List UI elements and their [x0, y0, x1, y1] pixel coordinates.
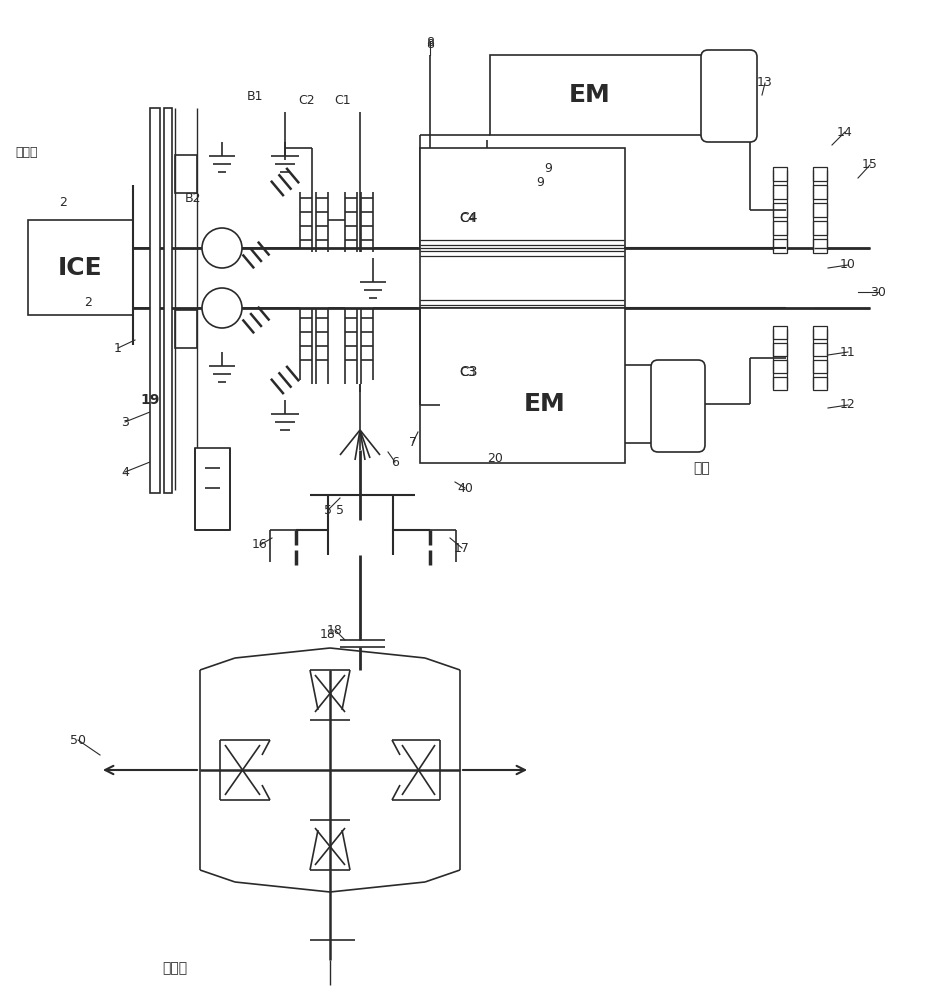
- Text: 13: 13: [757, 77, 773, 90]
- Text: 9: 9: [536, 176, 544, 190]
- Bar: [490, 55, 710, 135]
- Bar: [773, 185, 787, 199]
- Bar: [813, 221, 827, 235]
- Text: ICE: ICE: [58, 256, 103, 280]
- Bar: [164, 108, 172, 493]
- Text: B2: B2: [184, 192, 202, 205]
- Text: 6: 6: [391, 456, 398, 468]
- Text: 3: 3: [121, 416, 129, 428]
- Bar: [420, 148, 625, 308]
- Bar: [773, 360, 787, 373]
- FancyBboxPatch shape: [651, 360, 705, 452]
- Bar: [773, 203, 787, 217]
- Text: 20: 20: [487, 452, 503, 464]
- Bar: [420, 308, 625, 463]
- Text: 11: 11: [840, 346, 856, 359]
- Bar: [440, 365, 660, 443]
- Text: 50: 50: [70, 734, 86, 746]
- Text: 电机: 电机: [693, 461, 709, 475]
- Bar: [773, 343, 787, 356]
- Text: 19: 19: [141, 393, 160, 407]
- Bar: [150, 108, 160, 493]
- Bar: [773, 167, 787, 181]
- Text: C2: C2: [299, 94, 316, 106]
- Bar: [773, 239, 787, 253]
- Text: 15: 15: [862, 158, 878, 172]
- Bar: [813, 377, 827, 390]
- Text: B1: B1: [246, 91, 263, 104]
- Circle shape: [202, 228, 242, 268]
- Text: 30: 30: [870, 286, 886, 298]
- Text: 2: 2: [84, 296, 92, 308]
- Text: 差速器: 差速器: [162, 961, 187, 975]
- Text: 2: 2: [59, 196, 67, 209]
- Text: 17: 17: [454, 542, 470, 554]
- Text: 18: 18: [327, 624, 343, 637]
- Text: 9: 9: [544, 161, 552, 174]
- Text: EM: EM: [569, 83, 611, 107]
- Text: C3: C3: [459, 365, 476, 378]
- Text: 18: 18: [320, 629, 336, 642]
- Bar: [813, 343, 827, 356]
- Bar: [813, 185, 827, 199]
- Text: 10: 10: [840, 258, 856, 271]
- Bar: [813, 239, 827, 253]
- Text: 8: 8: [426, 35, 434, 48]
- Text: C1: C1: [335, 94, 351, 106]
- Text: 4: 4: [121, 466, 129, 479]
- Text: C4: C4: [458, 211, 477, 225]
- Circle shape: [202, 288, 242, 328]
- Bar: [813, 326, 827, 339]
- Text: 1: 1: [114, 342, 122, 355]
- Bar: [28, 220, 133, 315]
- Text: 7: 7: [409, 436, 417, 448]
- Bar: [195, 448, 230, 530]
- Bar: [813, 360, 827, 373]
- Bar: [773, 326, 787, 339]
- Text: 8: 8: [426, 38, 434, 51]
- Text: 5: 5: [324, 504, 332, 516]
- Text: 发动机: 发动机: [15, 145, 37, 158]
- Bar: [813, 203, 827, 217]
- Bar: [813, 167, 827, 181]
- Bar: [175, 310, 197, 348]
- Text: 12: 12: [840, 398, 856, 412]
- Text: 5: 5: [336, 504, 344, 516]
- Text: C3: C3: [458, 365, 477, 379]
- Bar: [773, 221, 787, 235]
- Bar: [773, 377, 787, 390]
- Bar: [175, 155, 197, 193]
- Text: 14: 14: [837, 125, 853, 138]
- Text: 16: 16: [252, 538, 268, 552]
- Text: EM: EM: [524, 392, 566, 416]
- Text: C4: C4: [459, 212, 476, 225]
- FancyBboxPatch shape: [701, 50, 757, 142]
- Text: 40: 40: [457, 482, 473, 494]
